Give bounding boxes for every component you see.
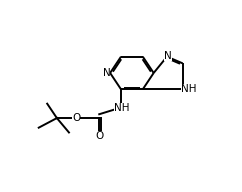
Text: O: O	[72, 113, 80, 123]
Text: NH: NH	[181, 84, 197, 94]
Text: NH: NH	[114, 103, 130, 113]
Text: N: N	[164, 51, 172, 61]
Text: O: O	[95, 131, 103, 141]
Text: N: N	[103, 68, 110, 78]
